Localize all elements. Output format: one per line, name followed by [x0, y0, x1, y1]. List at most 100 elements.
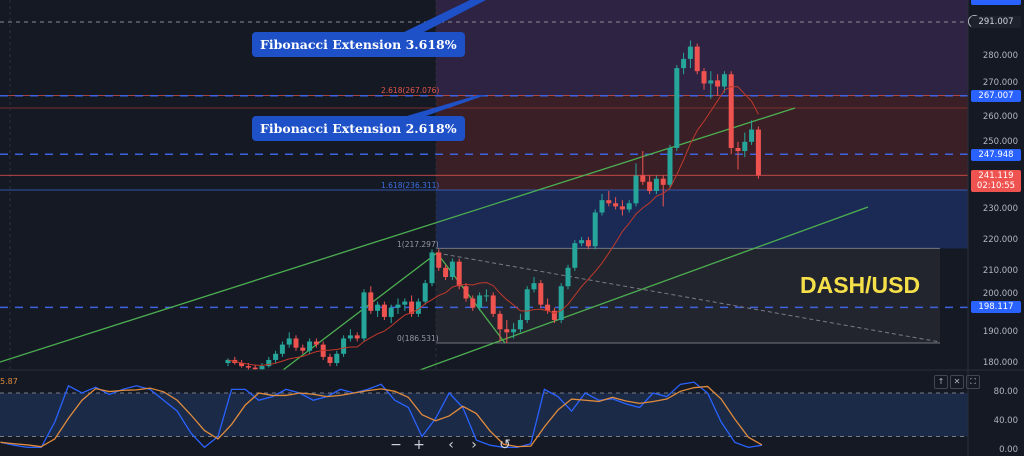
candle-up [341, 338, 347, 354]
candle-up [749, 129, 755, 142]
candle-up [674, 68, 680, 148]
reset-chart-button[interactable]: ↺ [499, 437, 511, 453]
candle-up [273, 353, 279, 360]
candle-up [361, 292, 367, 339]
candle-up [402, 301, 408, 305]
price-tick: 200.000 [982, 289, 1018, 299]
candle-up [347, 335, 353, 339]
candle-up [429, 252, 435, 284]
callout-tail [400, 95, 486, 118]
candle-down [354, 335, 360, 339]
candle-down [470, 298, 476, 308]
fib-label-1: 1(217.297) [397, 240, 439, 249]
candle-down [715, 80, 721, 87]
candle-down [252, 367, 258, 370]
candle-down [381, 304, 387, 317]
candle-down [368, 292, 374, 311]
candle-up [279, 344, 285, 354]
price-tick: 270.000 [982, 78, 1018, 88]
candle-up [483, 295, 489, 297]
candle-down [538, 283, 544, 305]
candle-down [728, 74, 734, 148]
pane-move-up-button[interactable]: ↑ [934, 375, 948, 389]
fib-zone-1618 [436, 190, 968, 249]
fib-extension-diagonal [436, 252, 941, 343]
candle-down [245, 366, 251, 368]
candle-down [504, 329, 510, 333]
candle-up [708, 80, 714, 84]
bar-countdown: 02:10:55 [976, 181, 1016, 191]
top-price-tag [971, 0, 1021, 5]
candle-down [436, 252, 442, 268]
candle-up [633, 175, 639, 204]
candle-down [613, 203, 619, 207]
pane-close-button[interactable]: ✕ [950, 375, 964, 389]
last-price-tag: 241.119 02:10:55 [971, 170, 1021, 192]
candle-down [456, 261, 462, 287]
candle-down [694, 46, 700, 72]
stoch-d-line [0, 385, 763, 448]
candle-down [585, 240, 591, 247]
candle-up [375, 304, 381, 311]
zoom-in-button[interactable]: + [413, 437, 425, 453]
candle-up [524, 289, 530, 321]
price-tick: 220.000 [982, 235, 1018, 246]
price-tick: 280.000 [982, 50, 1018, 61]
candle-down [619, 206, 625, 210]
candle-up [422, 283, 428, 302]
candle-up [531, 283, 537, 290]
scroll-left-button[interactable]: ‹ [448, 437, 454, 453]
stoch-k-line [0, 381, 763, 449]
candle-down [735, 147, 741, 152]
fib-zone-2618 [436, 95, 968, 191]
price-tick: 250.000 [982, 137, 1018, 147]
candle-up [259, 366, 265, 370]
candle-down [293, 338, 299, 348]
stoch-tick-40: 40.00 [993, 416, 1018, 426]
callout-fib-3618[interactable]: Fibonacci Extension 3.618% [252, 32, 465, 57]
candle-up [572, 243, 578, 268]
candle-down [239, 363, 245, 367]
level-tag-198: 198.117 [971, 301, 1021, 313]
symbol-title: DASH/USD [800, 272, 921, 298]
stoch-value-label: 5.87 [0, 377, 18, 386]
candle-up [334, 353, 340, 364]
candle-up [592, 212, 598, 247]
fib-label-0: 0(186.531) [397, 334, 439, 343]
pane-maximize-button[interactable]: ⛶ [966, 375, 980, 389]
moving-average-line [227, 86, 759, 366]
candle-up [286, 338, 292, 345]
candle-down [551, 310, 557, 321]
candle-up [721, 74, 727, 87]
price-tick: 190.000 [982, 327, 1018, 338]
level-tag-267: 267.007 [971, 90, 1021, 102]
crosshair-price-tag: 291.007 [971, 16, 1021, 28]
candle-down [300, 347, 306, 351]
candle-down [490, 295, 496, 314]
lower-trendline [419, 206, 869, 371]
zoom-out-button[interactable]: − [390, 437, 402, 453]
price-tick: 230.000 [982, 204, 1018, 215]
price-tick: 210.000 [982, 265, 1018, 276]
candle-up [307, 341, 313, 351]
last-price: 241.119 [978, 171, 1014, 181]
callout-fib-2618[interactable]: Fibonacci Extension 2.618% [252, 116, 465, 141]
candle-up [415, 301, 421, 314]
candle-down [463, 286, 469, 299]
stoch-tick-80: 80.00 [993, 387, 1018, 397]
candle-down [755, 129, 761, 176]
candle-down [701, 71, 707, 84]
stoch-band [0, 393, 968, 437]
candle-up [558, 286, 564, 321]
candle-up [449, 261, 455, 277]
candle-up [653, 178, 659, 191]
candle-down [660, 178, 666, 185]
candle-down [409, 301, 415, 314]
candle-up [225, 359, 231, 364]
candle-down [327, 356, 333, 364]
candle-up [687, 46, 693, 59]
scroll-right-button[interactable]: › [471, 437, 477, 453]
stoch-tick-0: 0.00 [999, 445, 1018, 455]
